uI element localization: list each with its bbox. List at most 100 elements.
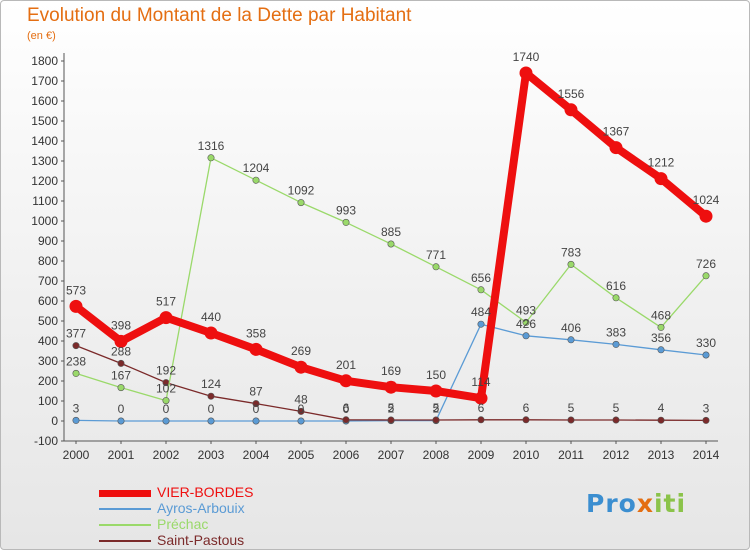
series-point <box>72 369 80 377</box>
y-tick-label: 1400 <box>31 134 58 148</box>
y-tick-label: 1500 <box>31 114 58 128</box>
data-label: 269 <box>291 344 311 358</box>
legend-label: VIER-BORDES <box>157 484 254 500</box>
series-point <box>339 374 353 388</box>
series-point <box>249 342 263 356</box>
x-tick-label: 2000 <box>63 448 90 462</box>
series-point <box>252 176 260 184</box>
series-point <box>162 397 170 405</box>
series-point <box>522 318 530 326</box>
x-tick-label: 2001 <box>108 448 135 462</box>
series-point <box>657 346 665 354</box>
series-point <box>654 172 668 186</box>
series-point <box>207 417 215 425</box>
series-point <box>612 340 620 348</box>
series-point <box>702 351 710 359</box>
data-label: 616 <box>606 279 626 293</box>
series-point <box>702 272 710 280</box>
data-label: 102 <box>156 382 176 396</box>
series-point <box>387 416 395 424</box>
chart-legend: VIER-BORDES Ayros-Arbouix Préchac Saint-Pas… <box>99 484 359 549</box>
data-label: 124 <box>201 377 221 391</box>
data-label: 169 <box>381 364 401 378</box>
data-label: 2 <box>433 402 440 416</box>
x-tick-label: 2006 <box>333 448 360 462</box>
data-label: 1212 <box>648 156 675 170</box>
data-label: 783 <box>561 245 581 259</box>
legend-swatch <box>99 508 151 510</box>
series-point <box>69 299 83 313</box>
series-point <box>342 416 350 424</box>
series-point <box>297 407 305 415</box>
chart-unit: (en €) <box>27 30 56 42</box>
series-point <box>477 320 485 328</box>
legend-swatch <box>99 490 151 497</box>
x-tick-label: 2013 <box>648 448 675 462</box>
series-point <box>342 218 350 226</box>
data-label: 1092 <box>288 184 315 198</box>
data-label: 0 <box>163 402 170 416</box>
data-label: 5 <box>388 401 395 415</box>
data-label: 167 <box>111 369 131 383</box>
series-point <box>207 392 215 400</box>
series-point <box>567 336 575 344</box>
series-point <box>699 209 713 223</box>
y-tick-label: 1300 <box>31 154 58 168</box>
data-label: 1204 <box>243 161 270 175</box>
data-label: 885 <box>381 225 401 239</box>
series-point <box>474 391 488 405</box>
data-label: 726 <box>696 257 716 271</box>
y-tick-label: 0 <box>51 414 58 428</box>
brand-logo-part-1: Pro <box>586 489 637 518</box>
y-tick-label: 1200 <box>31 174 58 188</box>
data-label: 1316 <box>198 139 225 153</box>
series-point <box>432 416 440 424</box>
series-point <box>297 417 305 425</box>
x-tick-label: 2011 <box>558 448 584 462</box>
data-label: 0 <box>298 402 305 416</box>
data-label: 993 <box>336 203 356 217</box>
series-point <box>252 417 260 425</box>
series-point <box>294 360 308 374</box>
data-label: 3 <box>703 401 710 415</box>
series-point <box>297 199 305 207</box>
data-label: 6 <box>478 401 485 415</box>
series-point <box>612 416 620 424</box>
data-label: 6 <box>343 401 350 415</box>
data-label: 656 <box>471 271 491 285</box>
y-tick-label: 1600 <box>31 94 58 108</box>
data-label: 330 <box>696 336 716 350</box>
legend-label: Saint-Pastous <box>157 532 245 548</box>
series-point <box>519 66 533 80</box>
data-label: 288 <box>111 344 131 358</box>
series-point <box>609 141 623 155</box>
data-label: 48 <box>294 392 308 406</box>
series-point <box>567 260 575 268</box>
x-tick-label: 2008 <box>423 448 450 462</box>
x-tick-label: 2012 <box>603 448 630 462</box>
data-label: 0 <box>208 402 215 416</box>
data-label: 383 <box>606 325 626 339</box>
y-tick-label: -100 <box>34 434 58 448</box>
series-point <box>114 334 128 348</box>
series-point <box>432 263 440 271</box>
data-label: 3 <box>73 401 80 415</box>
data-label: 2 <box>388 402 395 416</box>
data-label: 377 <box>66 327 86 341</box>
series-point <box>117 384 125 392</box>
series-point <box>522 332 530 340</box>
series-point <box>72 416 80 424</box>
y-tick-label: 700 <box>38 274 58 288</box>
y-tick-label: 800 <box>38 254 58 268</box>
series-point <box>387 240 395 248</box>
series-point <box>477 286 485 294</box>
data-label: 5 <box>613 401 620 415</box>
data-label: 0 <box>253 402 260 416</box>
data-label: 87 <box>249 385 263 399</box>
legend-swatch <box>99 540 151 542</box>
series-point <box>72 342 80 350</box>
y-tick-label: 300 <box>38 354 58 368</box>
legend-label: Préchac <box>157 516 209 532</box>
